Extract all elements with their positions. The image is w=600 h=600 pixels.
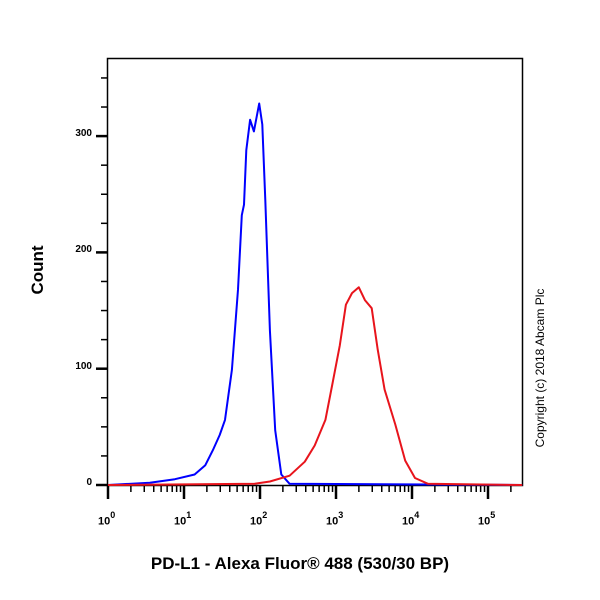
- x-tick-label: 104: [402, 510, 420, 528]
- x-tick-label: 102: [250, 510, 268, 528]
- copyright-notice: Copyright (c) 2018 Abcam Plc: [533, 288, 547, 448]
- axis-ticks: [96, 77, 512, 499]
- x-axis-label: PD-L1 - Alexa Fluor® 488 (530/30 BP): [150, 554, 450, 573]
- plot-frame: [106, 57, 524, 487]
- x-tick-label: 101: [174, 510, 192, 528]
- x-tick-label: 100: [98, 510, 116, 528]
- red-histogram-line: [107, 286, 523, 486]
- y-tick-label: 100: [75, 360, 92, 372]
- y-tick-label: 300: [75, 128, 92, 140]
- x-tick-label: 103: [326, 510, 344, 528]
- blue-histogram-line: [107, 102, 523, 486]
- x-tick-label: 105: [478, 510, 496, 528]
- y-axis-label: Count: [28, 245, 47, 295]
- y-tick-label: 200: [75, 244, 92, 256]
- data-series: [107, 102, 523, 486]
- y-tick-label: 0: [86, 477, 92, 488]
